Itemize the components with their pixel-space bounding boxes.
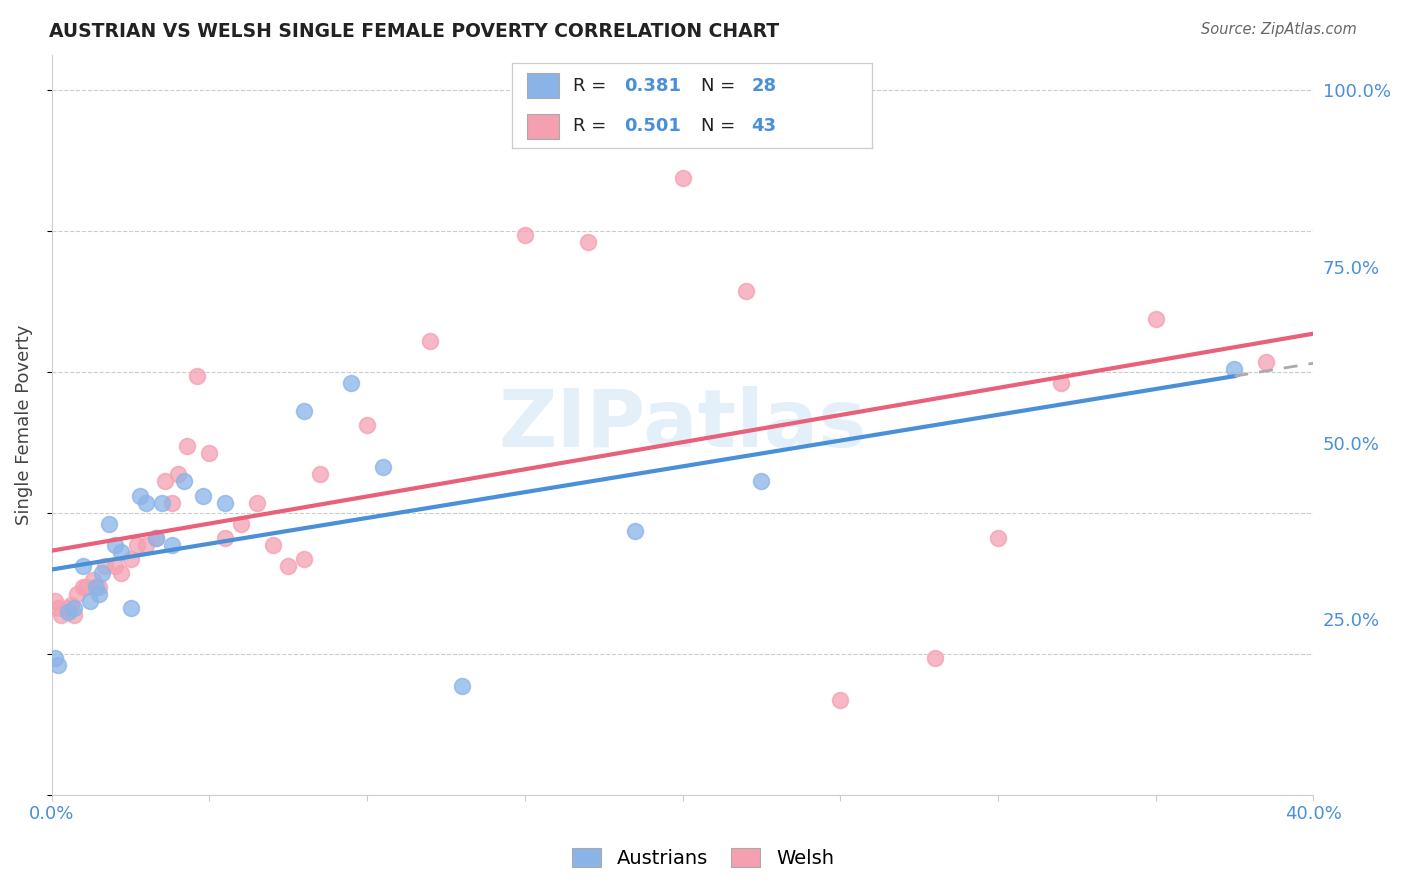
Text: AUSTRIAN VS WELSH SINGLE FEMALE POVERTY CORRELATION CHART: AUSTRIAN VS WELSH SINGLE FEMALE POVERTY …	[49, 22, 779, 41]
Point	[356, 418, 378, 433]
Point	[160, 495, 183, 509]
Point	[246, 495, 269, 509]
Point	[214, 531, 236, 545]
Point	[120, 601, 142, 615]
Point	[145, 531, 167, 545]
Point	[63, 601, 86, 615]
Point	[104, 538, 127, 552]
Y-axis label: Single Female Poverty: Single Female Poverty	[15, 325, 32, 525]
Point	[59, 598, 82, 612]
Point	[173, 475, 195, 489]
Point	[87, 587, 110, 601]
Point	[150, 495, 173, 509]
Point	[198, 446, 221, 460]
Point	[120, 552, 142, 566]
Point	[513, 227, 536, 242]
Point	[63, 608, 86, 623]
Point	[56, 601, 79, 615]
Point	[924, 650, 946, 665]
Point	[155, 475, 177, 489]
Point	[104, 559, 127, 574]
Point	[229, 516, 252, 531]
Point	[160, 538, 183, 552]
Point	[87, 580, 110, 594]
Point	[51, 608, 73, 623]
Point	[262, 538, 284, 552]
Point	[44, 594, 66, 608]
Point	[186, 368, 208, 383]
Point	[135, 495, 157, 509]
Point	[79, 594, 101, 608]
Point	[44, 650, 66, 665]
Point	[167, 467, 190, 482]
Point	[1050, 376, 1073, 390]
Point	[176, 439, 198, 453]
Point	[214, 495, 236, 509]
Point	[84, 580, 107, 594]
Point	[110, 566, 132, 580]
Point	[72, 559, 94, 574]
Point	[1144, 312, 1167, 326]
Point	[371, 460, 394, 475]
Point	[66, 587, 89, 601]
Point	[75, 580, 97, 594]
Point	[292, 552, 315, 566]
Point	[97, 516, 120, 531]
Point	[1223, 361, 1246, 376]
Point	[450, 679, 472, 693]
Point	[145, 531, 167, 545]
Point	[46, 657, 69, 672]
Point	[292, 404, 315, 418]
Text: ZIPatlas: ZIPatlas	[498, 386, 866, 464]
Point	[576, 235, 599, 249]
Point	[308, 467, 330, 482]
Point	[94, 559, 117, 574]
Point	[82, 573, 104, 587]
Point	[46, 601, 69, 615]
Text: Source: ZipAtlas.com: Source: ZipAtlas.com	[1201, 22, 1357, 37]
Point	[751, 475, 773, 489]
Point	[191, 489, 214, 503]
Point	[624, 524, 647, 538]
Point	[340, 376, 363, 390]
Point	[277, 559, 299, 574]
Point	[72, 580, 94, 594]
Legend: Austrians, Welsh: Austrians, Welsh	[562, 838, 844, 878]
Point	[830, 693, 852, 707]
Point	[125, 538, 148, 552]
Point	[1254, 354, 1277, 368]
Point	[135, 538, 157, 552]
Point	[671, 171, 693, 186]
Point	[734, 284, 756, 298]
Point	[987, 531, 1010, 545]
Point	[91, 566, 114, 580]
Point	[56, 605, 79, 619]
Point	[419, 334, 441, 348]
Point	[110, 545, 132, 559]
Point	[129, 489, 152, 503]
